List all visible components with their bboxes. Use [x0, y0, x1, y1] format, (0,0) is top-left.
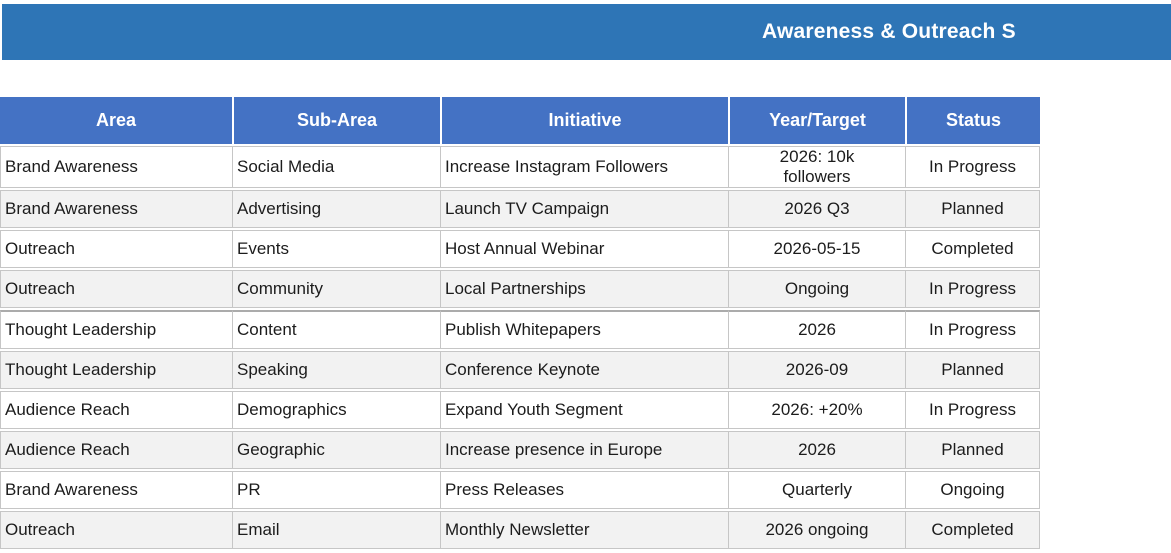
- cell-status: Completed: [905, 511, 1040, 549]
- table-row: Outreach Email Monthly Newsletter 2026 o…: [0, 511, 1040, 549]
- cell-status: In Progress: [905, 270, 1040, 308]
- table-row: Audience Reach Demographics Expand Youth…: [0, 391, 1040, 429]
- table-body: Brand Awareness Social Media Increase In…: [0, 146, 1040, 549]
- cell-year-target: 2026: +20%: [728, 391, 905, 429]
- cell-area: Brand Awareness: [0, 190, 232, 228]
- cell-area: Audience Reach: [0, 431, 232, 469]
- cell-year-target: 2026 ongoing: [728, 511, 905, 549]
- cell-status: In Progress: [905, 146, 1040, 188]
- cell-area: Outreach: [0, 270, 232, 308]
- cell-initiative: Increase presence in Europe: [440, 431, 728, 469]
- cell-sub-area: Demographics: [232, 391, 440, 429]
- cell-area: Outreach: [0, 230, 232, 268]
- title-banner: Awareness & Outreach S: [2, 4, 1171, 60]
- cell-status: Planned: [905, 431, 1040, 469]
- cell-area: Brand Awareness: [0, 471, 232, 509]
- cell-year-target: Ongoing: [728, 270, 905, 308]
- table-row: Brand Awareness PR Press Releases Quarte…: [0, 471, 1040, 509]
- cell-year-target: 2026 Q3: [728, 190, 905, 228]
- column-header-area: Area: [0, 97, 232, 144]
- cell-status: Planned: [905, 351, 1040, 389]
- cell-sub-area: Advertising: [232, 190, 440, 228]
- cell-initiative: Local Partnerships: [440, 270, 728, 308]
- cell-status: In Progress: [905, 391, 1040, 429]
- cell-sub-area: Social Media: [232, 146, 440, 188]
- cell-year-target: 2026: [728, 431, 905, 469]
- column-header-year-target: Year/Target: [728, 97, 905, 144]
- cell-initiative: Publish Whitepapers: [440, 310, 728, 349]
- cell-year-target: 2026: [728, 310, 905, 349]
- cell-area: Brand Awareness: [0, 146, 232, 188]
- cell-initiative: Expand Youth Segment: [440, 391, 728, 429]
- cell-area: Thought Leadership: [0, 351, 232, 389]
- cell-year-target: 2026-05-15: [728, 230, 905, 268]
- cell-sub-area: PR: [232, 471, 440, 509]
- cell-sub-area: Content: [232, 310, 440, 349]
- cell-initiative: Conference Keynote: [440, 351, 728, 389]
- table-header-row: Area Sub-Area Initiative Year/Target Sta…: [0, 97, 1040, 144]
- cell-year-target: 2026: 10k followers: [728, 146, 905, 188]
- column-header-status: Status: [905, 97, 1040, 144]
- header-row: Area Sub-Area Initiative Year/Target Sta…: [0, 97, 1040, 144]
- table-row: Outreach Community Local Partnerships On…: [0, 270, 1040, 308]
- table-row: Thought Leadership Speaking Conference K…: [0, 351, 1040, 389]
- table-row: Brand Awareness Social Media Increase In…: [0, 146, 1040, 188]
- cell-sub-area: Email: [232, 511, 440, 549]
- cell-initiative: Monthly Newsletter: [440, 511, 728, 549]
- cell-initiative: Increase Instagram Followers: [440, 146, 728, 188]
- cell-year-target: 2026-09: [728, 351, 905, 389]
- outreach-table: Area Sub-Area Initiative Year/Target Sta…: [0, 95, 1040, 551]
- cell-sub-area: Speaking: [232, 351, 440, 389]
- cell-status: Ongoing: [905, 471, 1040, 509]
- cell-year-target: Quarterly: [728, 471, 905, 509]
- cell-initiative: Launch TV Campaign: [440, 190, 728, 228]
- table-row: Thought Leadership Content Publish White…: [0, 310, 1040, 349]
- table-row: Audience Reach Geographic Increase prese…: [0, 431, 1040, 469]
- title-clip-region: Awareness & Outreach S: [2, 4, 1053, 60]
- cell-sub-area: Events: [232, 230, 440, 268]
- cell-status: Planned: [905, 190, 1040, 228]
- table-row: Outreach Events Host Annual Webinar 2026…: [0, 230, 1040, 268]
- cell-initiative: Host Annual Webinar: [440, 230, 728, 268]
- cell-status: Completed: [905, 230, 1040, 268]
- cell-area: Thought Leadership: [0, 310, 232, 349]
- cell-sub-area: Community: [232, 270, 440, 308]
- page-title: Awareness & Outreach S: [762, 20, 1016, 43]
- cell-initiative: Press Releases: [440, 471, 728, 509]
- column-header-initiative: Initiative: [440, 97, 728, 144]
- cell-area: Audience Reach: [0, 391, 232, 429]
- cell-area: Outreach: [0, 511, 232, 549]
- cell-sub-area: Geographic: [232, 431, 440, 469]
- table-row: Brand Awareness Advertising Launch TV Ca…: [0, 190, 1040, 228]
- cell-status: In Progress: [905, 310, 1040, 349]
- column-header-sub-area: Sub-Area: [232, 97, 440, 144]
